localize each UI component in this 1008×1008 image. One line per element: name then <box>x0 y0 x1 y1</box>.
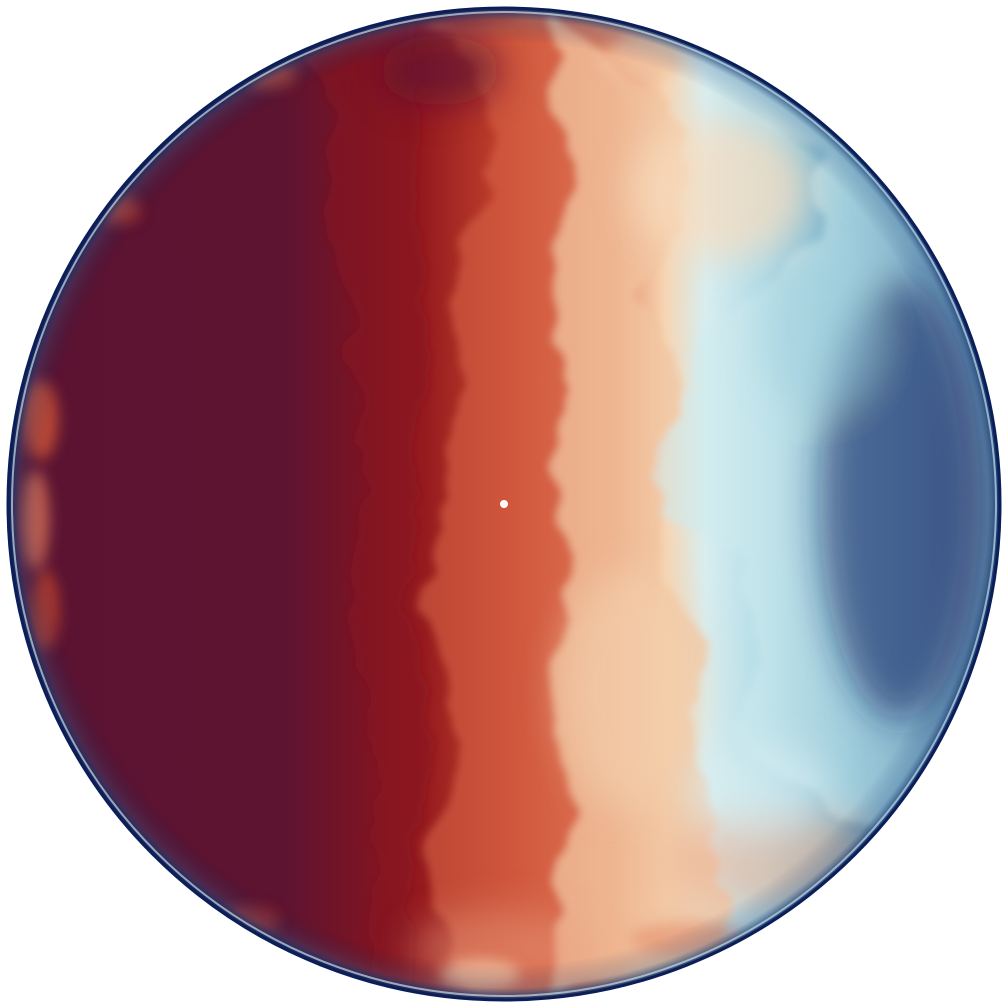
center-marker-dot <box>500 500 508 508</box>
disk-boundary <box>6 6 1002 1002</box>
disk-boundary-inner <box>11 11 997 997</box>
